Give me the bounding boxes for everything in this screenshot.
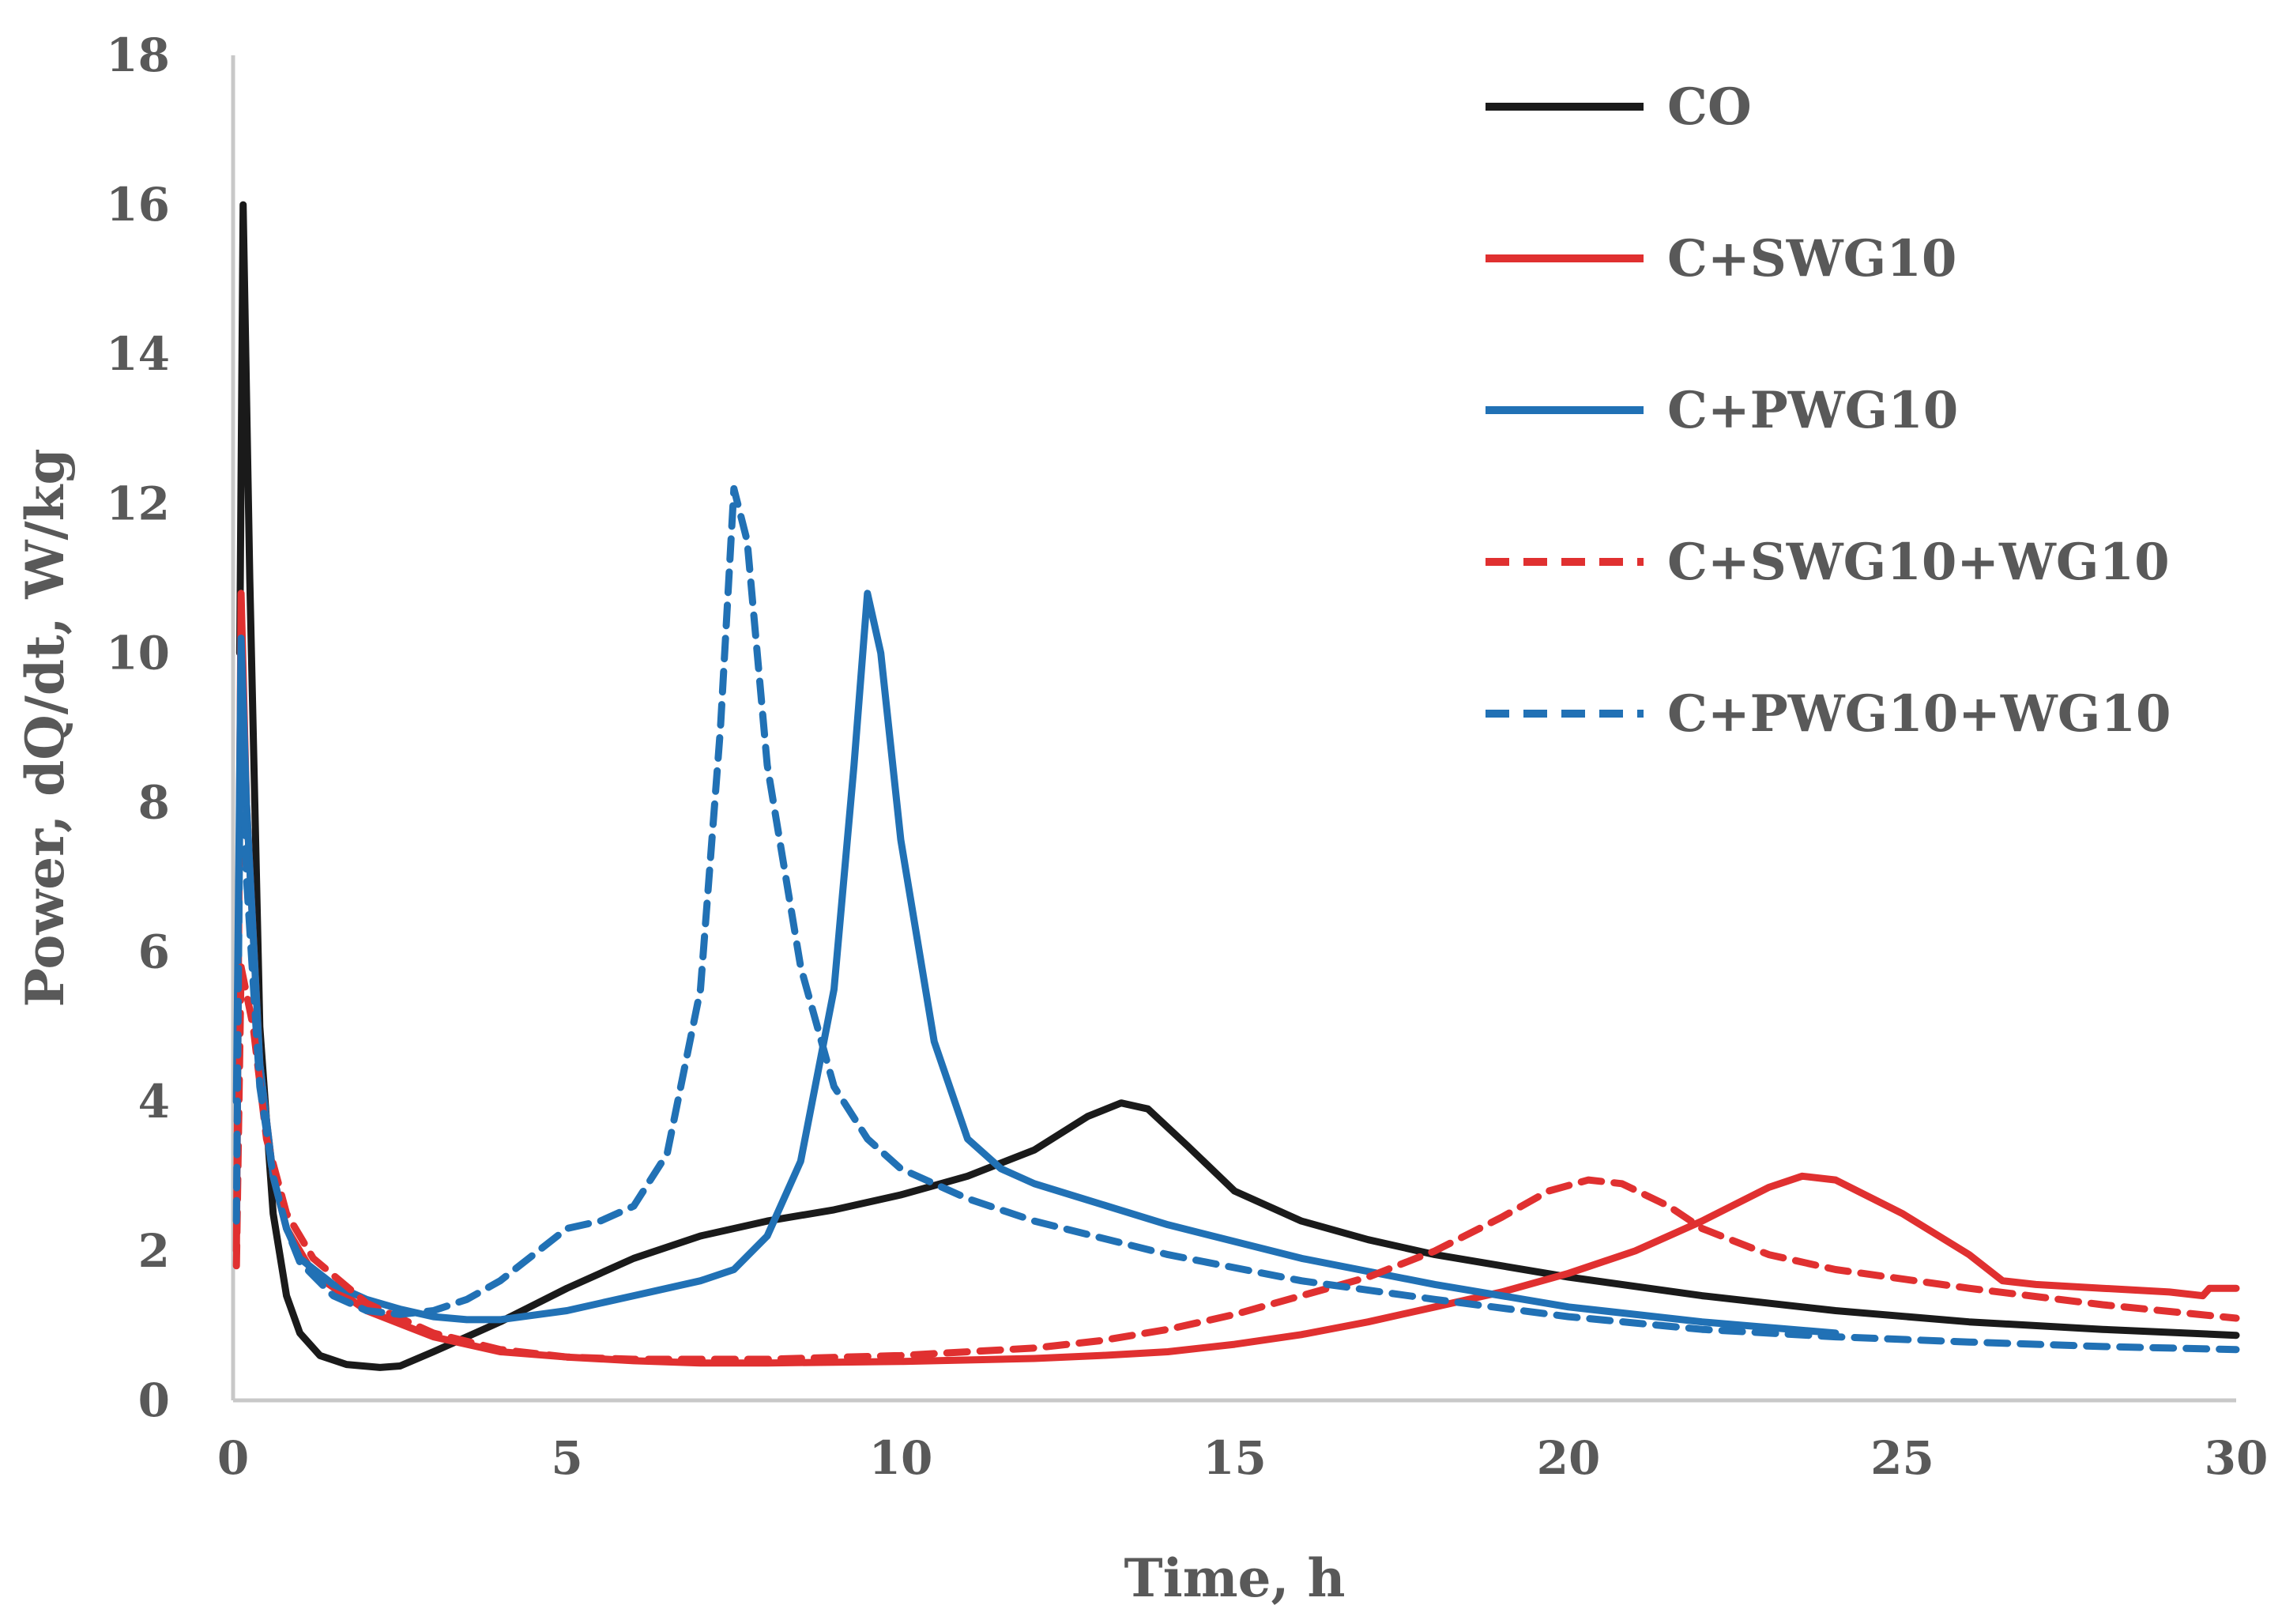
legend-label: CO — [1667, 77, 1752, 137]
legend-label: C+SWG10 — [1667, 229, 1956, 288]
x-axis-title: Time, h — [1124, 1547, 1346, 1609]
series-line-c-pwg10-wg10 — [232, 484, 2240, 1354]
y-tick-label: 12 — [106, 477, 170, 530]
y-tick-label: 18 — [106, 28, 170, 82]
legend: CO C+SWG10 C+PWG10 C+SWG10+WG10 C+PWG10+WG10 — [1486, 77, 2171, 744]
legend-label: C+PWG10 — [1667, 381, 1958, 440]
series-line-co — [235, 201, 2240, 1371]
y-tick-label: 10 — [106, 626, 170, 680]
y-tick-label: 16 — [106, 178, 170, 232]
x-tick-label: 5 — [551, 1431, 582, 1485]
legend-label: C+PWG10+WG10 — [1667, 684, 2171, 744]
y-tick-label: 2 — [138, 1224, 170, 1278]
y-tick-label: 8 — [138, 776, 170, 830]
y-tick-label: 4 — [138, 1075, 170, 1129]
x-tick-label: 20 — [1537, 1431, 1601, 1485]
x-tick-label: 30 — [2205, 1431, 2269, 1485]
x-tick-label: 10 — [869, 1431, 933, 1485]
y-axis-title: Power, dQ/dt, W/kg — [14, 448, 76, 1007]
y-tick-label: 0 — [138, 1373, 170, 1427]
tick-labels: 0 2 4 6 8 10 12 14 16 18 0 5 10 15 20 25 30 — [106, 28, 2268, 1485]
x-tick-label: 0 — [217, 1431, 249, 1485]
y-tick-label: 14 — [106, 327, 170, 381]
axes — [231, 55, 2236, 1403]
series-lines — [232, 201, 2240, 1371]
y-tick-label: 6 — [138, 925, 170, 979]
series-line-c-swg10-wg10 — [232, 963, 2240, 1363]
legend-label: C+SWG10+WG10 — [1667, 533, 2170, 592]
x-tick-label: 25 — [1870, 1431, 1934, 1485]
x-tick-label: 15 — [1203, 1431, 1267, 1485]
